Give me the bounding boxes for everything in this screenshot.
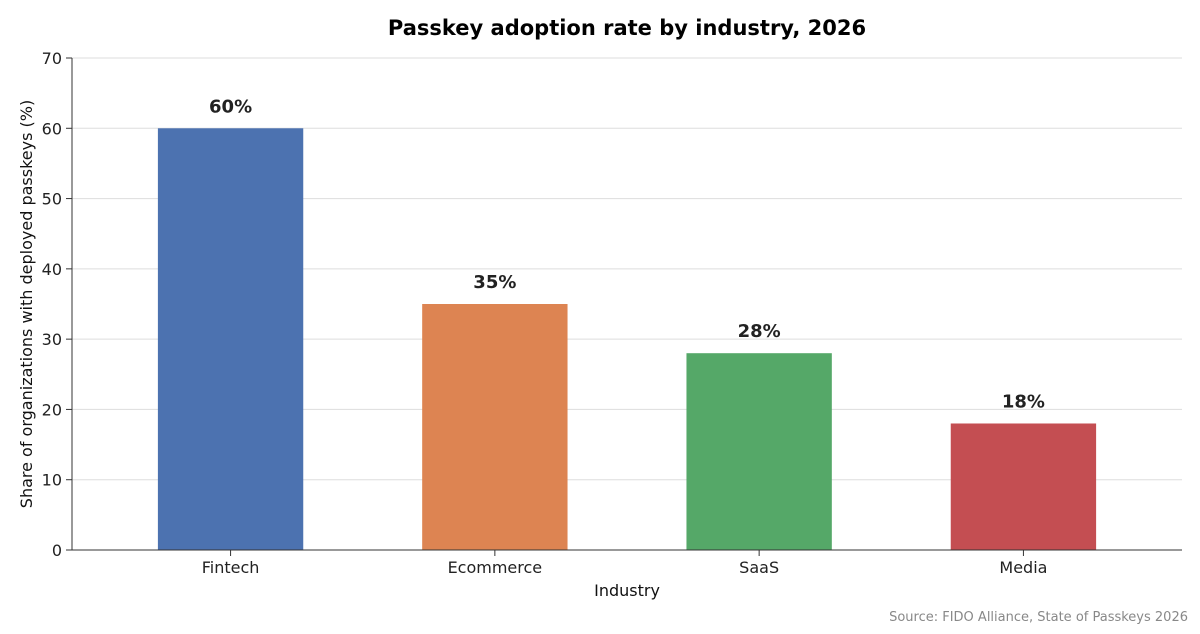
data-label-layer: 60% 35% 28% 18% <box>209 96 1045 412</box>
y-tick-label: 70 <box>42 49 62 68</box>
source-note: Source: FIDO Alliance, State of Passkeys… <box>889 610 1188 625</box>
y-tick-label: 50 <box>42 190 62 209</box>
x-tick-label-ecommerce: Ecommerce <box>448 558 543 577</box>
x-axis-label: Industry <box>594 581 660 600</box>
chart-title: Passkey adoption rate by industry, 2026 <box>388 16 866 40</box>
bar-media <box>950 423 1097 550</box>
x-tick-label-fintech: Fintech <box>202 558 260 577</box>
bar-ecommerce <box>422 304 568 550</box>
y-tick-label: 10 <box>42 471 62 490</box>
data-label-ecommerce: 35% <box>473 272 516 293</box>
data-label-fintech: 60% <box>209 96 252 117</box>
y-tick-label: 0 <box>52 541 62 560</box>
bar-saas <box>686 353 832 550</box>
y-tick-label: 30 <box>42 330 62 349</box>
bar-fintech <box>157 128 304 551</box>
data-label-media: 18% <box>1002 391 1045 412</box>
x-tick-label-media: Media <box>999 558 1047 577</box>
bar-layer <box>157 128 1097 551</box>
y-tick-label: 20 <box>42 400 62 419</box>
y-tick-label: 40 <box>42 260 62 279</box>
y-tick-label: 60 <box>42 119 62 138</box>
data-label-saas: 28% <box>738 321 781 342</box>
axis-layer: 0 10 20 30 40 50 60 70 Fintech Ecommerce SaaS Media <box>42 49 1182 577</box>
y-axis-label: Share of organizations with deployed pas… <box>17 100 36 508</box>
x-tick-label-saas: SaaS <box>739 558 779 577</box>
